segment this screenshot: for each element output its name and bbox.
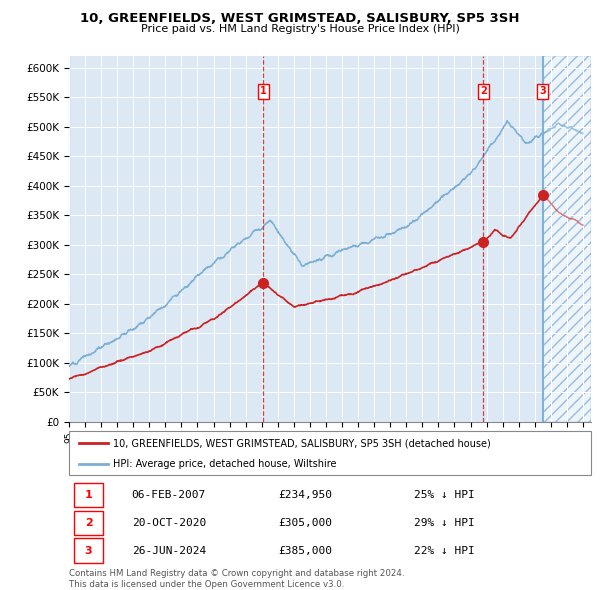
Text: 1: 1 [260, 87, 267, 96]
FancyBboxPatch shape [74, 539, 103, 563]
Text: 29% ↓ HPI: 29% ↓ HPI [413, 518, 474, 527]
Text: 3: 3 [539, 87, 546, 96]
Text: 10, GREENFIELDS, WEST GRIMSTEAD, SALISBURY, SP5 3SH (detached house): 10, GREENFIELDS, WEST GRIMSTEAD, SALISBU… [113, 438, 491, 448]
Text: 06-FEB-2007: 06-FEB-2007 [131, 490, 206, 500]
Text: 3: 3 [85, 546, 92, 556]
Bar [542, 56, 591, 422]
Text: 20-OCT-2020: 20-OCT-2020 [131, 518, 206, 527]
Text: 10, GREENFIELDS, WEST GRIMSTEAD, SALISBURY, SP5 3SH: 10, GREENFIELDS, WEST GRIMSTEAD, SALISBU… [80, 12, 520, 25]
Text: £234,950: £234,950 [278, 490, 332, 500]
Text: 26-JUN-2024: 26-JUN-2024 [131, 546, 206, 556]
Text: HPI: Average price, detached house, Wiltshire: HPI: Average price, detached house, Wilt… [113, 459, 337, 469]
Text: 2: 2 [480, 87, 487, 96]
Bar [542, 56, 591, 422]
Text: £385,000: £385,000 [278, 546, 332, 556]
Text: 22% ↓ HPI: 22% ↓ HPI [413, 546, 474, 556]
Text: 25% ↓ HPI: 25% ↓ HPI [413, 490, 474, 500]
Text: Price paid vs. HM Land Registry's House Price Index (HPI): Price paid vs. HM Land Registry's House … [140, 24, 460, 34]
Text: £305,000: £305,000 [278, 518, 332, 527]
Text: 2: 2 [85, 518, 92, 527]
FancyBboxPatch shape [74, 483, 103, 507]
FancyBboxPatch shape [74, 510, 103, 535]
FancyBboxPatch shape [69, 431, 591, 475]
Text: 1: 1 [85, 490, 92, 500]
Text: Contains HM Land Registry data © Crown copyright and database right 2024.
This d: Contains HM Land Registry data © Crown c… [69, 569, 404, 589]
